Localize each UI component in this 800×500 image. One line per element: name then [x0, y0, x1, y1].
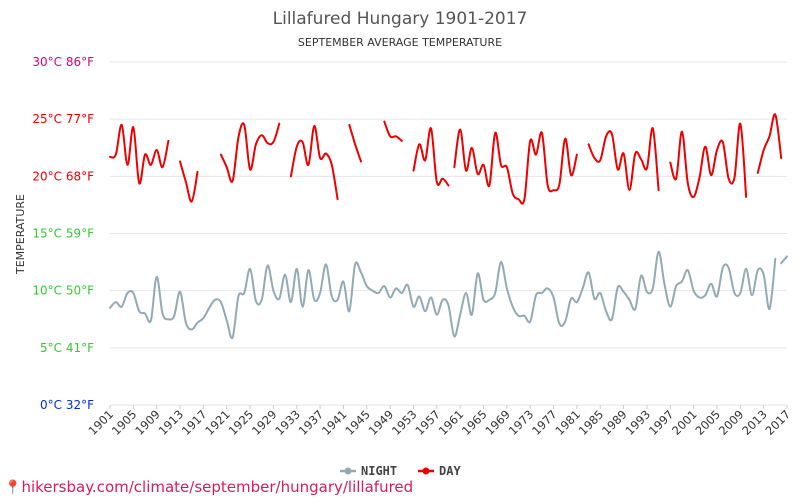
x-tick-label: 1925 [226, 407, 257, 438]
y-tick-label: 20°C 68°F [32, 169, 94, 183]
x-tick-label: 1953 [389, 407, 420, 438]
x-tick-label: 1997 [646, 407, 677, 438]
legend-item-night[interactable]: NIGHT [340, 464, 397, 478]
series-line-day [348, 123, 362, 163]
x-tick-label: 2013 [739, 407, 770, 438]
legend-swatch-dot [422, 467, 430, 475]
series-line-day [412, 127, 450, 187]
x-tick-label: 1981 [552, 407, 583, 438]
y-tick-label: 10°C 50°F [32, 284, 94, 298]
x-tick-label: 1949 [366, 407, 397, 438]
x-tick-label: 1933 [272, 407, 303, 438]
series-line-day [756, 113, 783, 174]
x-tick-label: 1961 [436, 407, 467, 438]
y-tick-label: 15°C 59°F [32, 227, 94, 241]
x-tick-label: 2005 [692, 407, 723, 438]
series-line-day [453, 128, 578, 205]
series-line-night [780, 255, 788, 265]
x-tick-label: 1913 [156, 407, 187, 438]
legend-item-day[interactable]: DAY [418, 464, 461, 478]
series-line-night [109, 250, 777, 340]
series-lines [109, 113, 788, 340]
y-tick-label: 0°C 32°F [40, 398, 94, 412]
x-tick-label: 1969 [482, 407, 513, 438]
x-tick-label: 1973 [506, 407, 537, 438]
series-line-day [669, 122, 748, 199]
x-tick-label: 1937 [296, 407, 327, 438]
x-tick-label: 1917 [179, 407, 210, 438]
x-tick-label: 2001 [669, 407, 700, 438]
x-tick-label: 1989 [599, 407, 630, 438]
y-tick-label: 30°C 86°F [32, 55, 94, 69]
y-tick-label: 25°C 77°F [32, 112, 94, 126]
legend-swatch-dot [344, 467, 352, 475]
x-tick-label: 1921 [202, 407, 233, 438]
chart-title: Lillafured Hungary 1901-2017 [273, 9, 528, 29]
map-pin-icon: 📍 [4, 480, 22, 496]
y-tick-labels: 0°C 32°F 5°C 41°F 10°C 50°F 15°C 59°F 20°C 6… [32, 55, 94, 412]
source-text: hikersbay.com/climate/september/hungary/… [21, 478, 414, 496]
legend-label: NIGHT [361, 464, 397, 478]
series-line-day [289, 124, 339, 201]
x-tick-label: 1941 [319, 407, 350, 438]
x-tick-labels: 1901190519091913191719211925192919331937… [86, 405, 794, 438]
legend-label: DAY [439, 464, 461, 478]
y-axis-label: TEMPERATURE [14, 194, 27, 275]
series-line-day [219, 122, 281, 183]
x-tick-label: 1929 [249, 407, 280, 438]
x-tick-label: 1909 [132, 407, 163, 438]
x-tick-label: 1965 [459, 407, 490, 438]
x-tick-label: 1905 [109, 407, 140, 438]
series-line-day [383, 120, 403, 142]
series-line-day [587, 127, 660, 192]
x-tick-label: 1957 [412, 407, 443, 438]
y-tick-label: 5°C 41°F [40, 341, 94, 355]
x-tick-label: 2017 [763, 407, 794, 438]
series-line-day [179, 160, 199, 203]
x-tick-label: 1977 [529, 407, 560, 438]
chart-subtitle: SEPTEMBER AVERAGE TEMPERATURE [298, 36, 502, 49]
x-tick-label: 1993 [622, 407, 653, 438]
x-tick-label: 1945 [342, 407, 373, 438]
legend[interactable]: NIGHT DAY [340, 464, 461, 478]
x-tick-label: 1985 [576, 407, 607, 438]
x-tick-label: 2009 [716, 407, 747, 438]
grid-lines [110, 61, 787, 406]
series-line-day [109, 123, 170, 185]
source-link[interactable]: 📍hikersbay.com/climate/september/hungary… [4, 478, 413, 496]
